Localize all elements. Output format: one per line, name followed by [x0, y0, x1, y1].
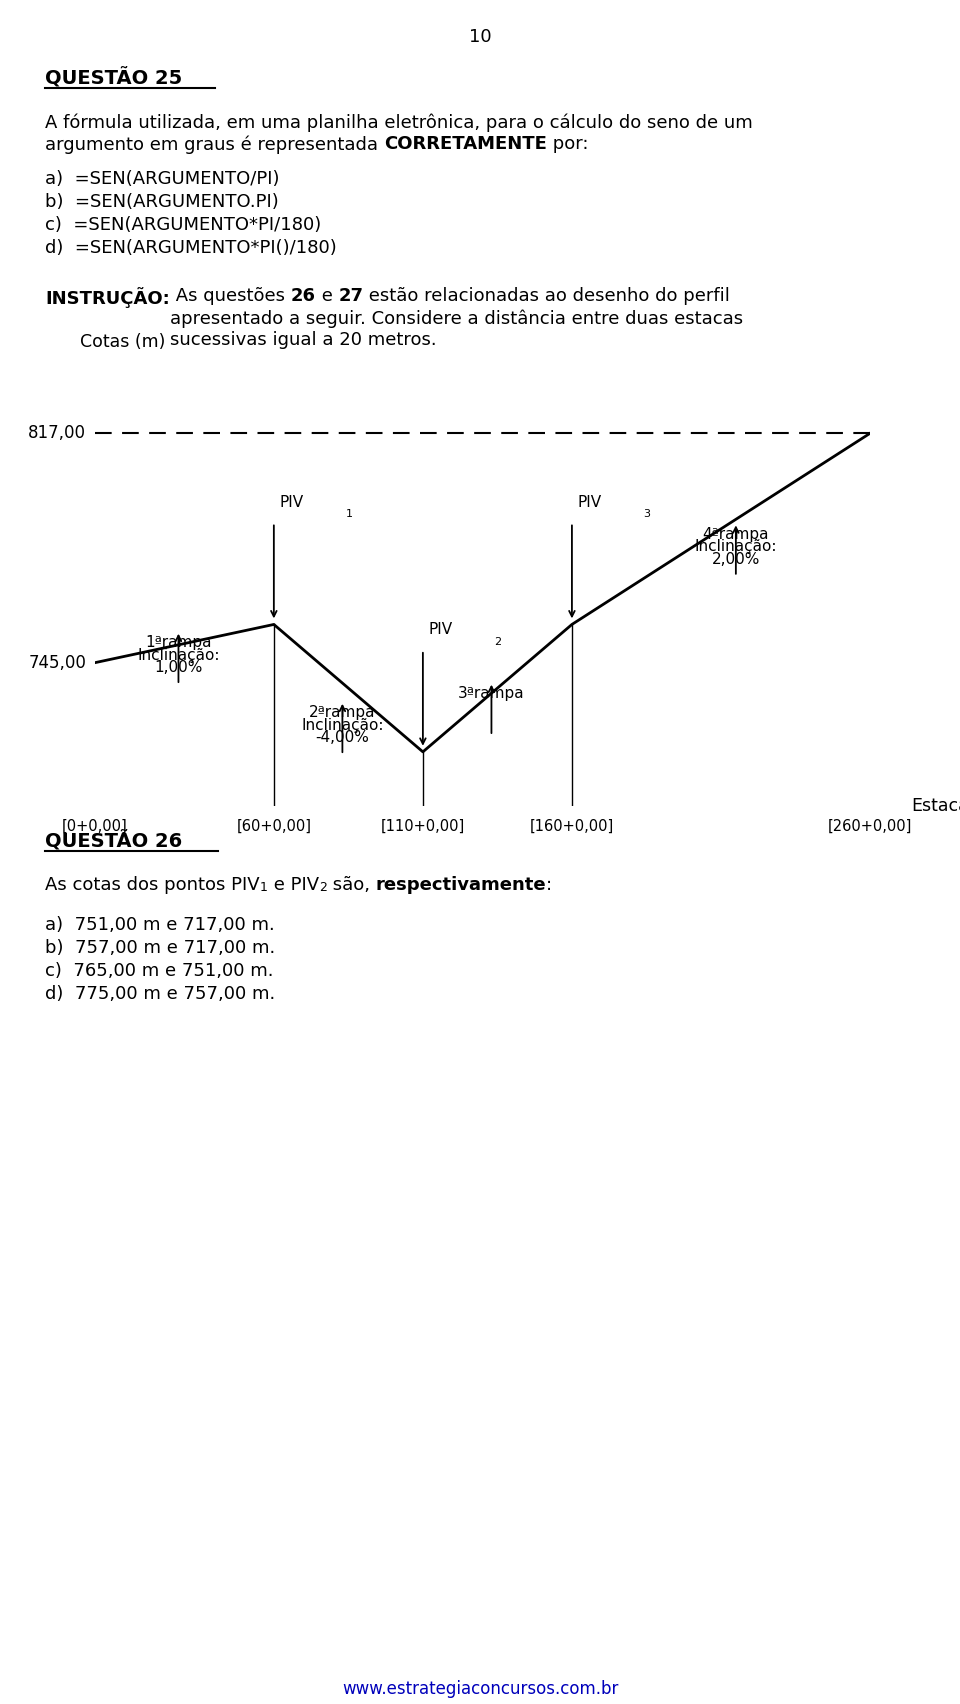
Text: PIV: PIV — [279, 494, 304, 509]
Text: :: : — [546, 876, 552, 895]
Text: c)  765,00 m e 751,00 m.: c) 765,00 m e 751,00 m. — [45, 963, 274, 980]
Text: As questões: As questões — [170, 286, 291, 305]
Text: 3ªrampa: 3ªrampa — [458, 687, 525, 700]
Text: QUESTÃO 26: QUESTÃO 26 — [45, 832, 182, 852]
Text: As cotas dos pontos PIV: As cotas dos pontos PIV — [45, 876, 259, 895]
Text: por:: por: — [546, 135, 588, 153]
Text: e PIV: e PIV — [268, 876, 319, 895]
Text: 1,00%: 1,00% — [155, 661, 203, 675]
Text: Inclinação:: Inclinação: — [695, 540, 777, 554]
Text: [110+0,00]: [110+0,00] — [381, 818, 465, 833]
Text: CORRETAMENTE: CORRETAMENTE — [384, 135, 546, 153]
Text: a)  751,00 m e 717,00 m.: a) 751,00 m e 717,00 m. — [45, 917, 275, 934]
Text: 1ªrampa: 1ªrampa — [145, 636, 212, 649]
Text: sucessivas igual a 20 metros.: sucessivas igual a 20 metros. — [170, 331, 437, 349]
Text: Estacas: Estacas — [912, 797, 960, 815]
Text: A fórmula utilizada, em uma planilha eletrônica, para o cálculo do seno de um: A fórmula utilizada, em uma planilha ele… — [45, 112, 753, 131]
Text: estão relacionadas ao desenho do perfil: estão relacionadas ao desenho do perfil — [363, 286, 730, 305]
Text: d)  =SEN(ARGUMENTO*PI()/180): d) =SEN(ARGUMENTO*PI()/180) — [45, 239, 337, 257]
Text: e: e — [316, 286, 338, 305]
Text: [160+0,00]: [160+0,00] — [530, 818, 614, 833]
Text: são,: são, — [326, 876, 375, 895]
Text: 1: 1 — [259, 881, 268, 895]
Text: INSTRUÇÃO:: INSTRUÇÃO: — [45, 286, 170, 308]
Text: [260+0,00]: [260+0,00] — [828, 818, 912, 833]
Text: 2: 2 — [494, 637, 501, 648]
Text: 817,00: 817,00 — [28, 424, 86, 443]
Text: respectivamente: respectivamente — [375, 876, 546, 895]
Text: 2: 2 — [319, 881, 326, 895]
Text: PIV: PIV — [429, 622, 453, 637]
Text: apresentado a seguir. Considere a distância entre duas estacas: apresentado a seguir. Considere a distân… — [170, 308, 743, 327]
Text: www.estrategiaconcursos.com.br: www.estrategiaconcursos.com.br — [342, 1680, 618, 1697]
Text: Cotas (m): Cotas (m) — [80, 332, 165, 351]
Text: 26: 26 — [291, 286, 316, 305]
Text: 27: 27 — [338, 286, 363, 305]
Text: -4,00%: -4,00% — [316, 731, 370, 745]
Text: b)  757,00 m e 717,00 m.: b) 757,00 m e 717,00 m. — [45, 939, 276, 958]
Text: 745,00: 745,00 — [28, 654, 86, 671]
Text: Inclinação:: Inclinação: — [137, 648, 220, 663]
Text: b)  =SEN(ARGUMENTO.PI): b) =SEN(ARGUMENTO.PI) — [45, 193, 278, 211]
Text: 4ªrampa: 4ªrampa — [703, 527, 769, 542]
Text: a)  =SEN(ARGUMENTO/PI): a) =SEN(ARGUMENTO/PI) — [45, 170, 279, 187]
Text: 10: 10 — [468, 27, 492, 46]
Text: 2ªrampa: 2ªrampa — [309, 705, 375, 721]
Text: QUESTÃO 25: QUESTÃO 25 — [45, 68, 182, 89]
Text: 1: 1 — [346, 509, 352, 520]
Text: [0+0,00]: [0+0,00] — [62, 818, 128, 833]
Text: argumento em graus é representada: argumento em graus é representada — [45, 135, 384, 153]
Text: 2,00%: 2,00% — [711, 552, 760, 567]
Text: d)  775,00 m e 757,00 m.: d) 775,00 m e 757,00 m. — [45, 985, 276, 1004]
Text: c)  =SEN(ARGUMENTO*PI/180): c) =SEN(ARGUMENTO*PI/180) — [45, 216, 322, 233]
Text: Inclinação:: Inclinação: — [301, 717, 384, 733]
Text: [60+0,00]: [60+0,00] — [236, 818, 311, 833]
Text: PIV: PIV — [578, 494, 602, 509]
Text: 3: 3 — [643, 509, 651, 520]
